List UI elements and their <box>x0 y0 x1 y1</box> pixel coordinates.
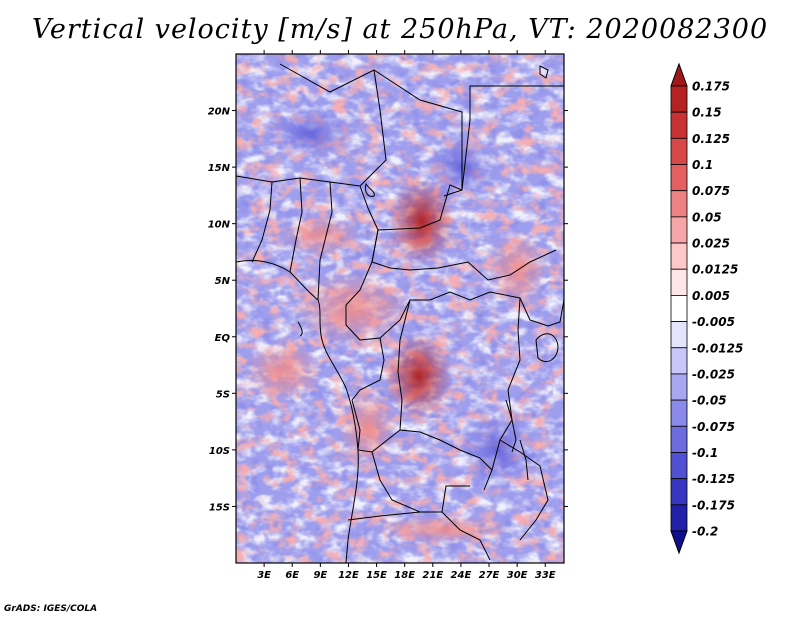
colorbar-bin <box>670 452 688 480</box>
border-chad-sudan <box>377 85 564 231</box>
field-blob-6 <box>280 214 361 255</box>
x-tick-label: 27E <box>479 570 500 581</box>
colorbar-bin <box>670 295 688 322</box>
colorbar-label: -0.005 <box>692 315 735 329</box>
x-tick-label: 18E <box>394 570 415 581</box>
x-tick-label: 15E <box>366 570 387 581</box>
lake-chad <box>365 182 375 197</box>
west-coastline <box>236 259 359 563</box>
lake-tanganyika <box>505 399 517 453</box>
y-tick-label: 20N <box>208 107 231 118</box>
grads-credit: GrADS: IGES/COLA <box>4 604 98 614</box>
field-blob-4 <box>337 387 398 468</box>
colorbar-bin <box>670 504 688 532</box>
colorbar-bin <box>670 347 688 375</box>
feature-2 <box>293 270 414 347</box>
y-tick-label: EQ <box>215 333 231 344</box>
border-angola-north <box>351 399 401 453</box>
colorbar-label: -0.025 <box>692 367 735 381</box>
border-car <box>371 229 557 281</box>
feature-1 <box>387 177 456 266</box>
border-congo-drc <box>351 337 385 401</box>
colorbar-bin <box>670 216 688 244</box>
colorbar: 0.175 0.15 0.125 0.1 0.075 0.05 0.025 0.0125 0.0… <box>670 62 743 555</box>
colorbar-label: -0.125 <box>692 472 735 486</box>
map-boundaries <box>236 63 564 563</box>
x-tick-label: 33E <box>535 570 556 581</box>
colorbar-bin <box>670 85 688 113</box>
plot-frame <box>235 53 565 564</box>
y-tick-label: 15N <box>208 163 231 174</box>
x-tick-label: 12E <box>338 570 359 581</box>
field-blob-2 <box>487 228 548 309</box>
border-niger-libya <box>279 63 387 187</box>
colorbar-bin <box>670 478 688 506</box>
chart-title: Vertical velocity [m/s] at 250hPa, VT: 2… <box>31 14 769 45</box>
border-uganda <box>529 299 564 327</box>
colorbar-bin <box>670 268 688 296</box>
gabon-coast-detail <box>297 321 303 337</box>
border-angola-namibia <box>347 511 421 521</box>
colorbar-label: -0.0125 <box>692 341 743 355</box>
colorbar-label: 0.175 <box>692 80 730 94</box>
feature-0 <box>384 332 453 421</box>
field-blob-7 <box>458 409 539 490</box>
border-west-2 <box>289 177 303 273</box>
border-libya-sudan <box>373 69 463 197</box>
border-congo-car <box>345 291 531 341</box>
colorbar-label: 0.025 <box>692 237 730 251</box>
colorbar-arrow-bottom <box>670 530 688 555</box>
colorbar-label: -0.075 <box>692 420 735 434</box>
colorbar-bin <box>670 321 688 349</box>
border-drc-west <box>397 299 493 471</box>
colorbar-bin <box>670 137 688 165</box>
colorbar-bin <box>670 190 688 218</box>
border-zambia-south <box>441 511 491 561</box>
colorbar-bin <box>670 373 688 401</box>
colorbar-bin <box>670 164 688 192</box>
colorbar-bin <box>670 425 688 453</box>
field-blob-5 <box>372 515 513 544</box>
colorbar-label: 0.0125 <box>692 263 738 277</box>
colorbar-label: -0.175 <box>692 498 735 512</box>
x-tick-label: 3E <box>257 570 271 581</box>
field-blob-3 <box>242 340 323 401</box>
x-tick-label: 9E <box>313 570 327 581</box>
lake-victoria <box>535 333 559 362</box>
y-tick-label: 15S <box>209 502 230 513</box>
field-features <box>242 109 548 544</box>
colorbar-label: 0.075 <box>692 184 730 198</box>
map-axes: 3E 6E 9E 12E 15E 18E 21E 24E 27E 30E 33E 20N 15N 10N 5… <box>208 50 568 581</box>
x-tick-label: 6E <box>285 570 299 581</box>
colorbar-label: 0.05 <box>692 210 722 224</box>
colorbar-label: 0.005 <box>692 289 730 303</box>
border-mozambique <box>499 439 549 541</box>
colorbar-label: 0.15 <box>692 106 722 120</box>
nile-delta <box>539 65 549 79</box>
field-blob-1 <box>420 137 501 198</box>
colorbar-label: -0.1 <box>692 446 718 460</box>
x-tick-label: 30E <box>507 570 528 581</box>
colorbar-bin <box>670 399 688 427</box>
colorbar-label: -0.2 <box>692 525 718 539</box>
colorbar-label: 0.125 <box>692 132 730 146</box>
y-tick-label: 10N <box>208 220 231 231</box>
x-tick-label: 24E <box>451 570 472 581</box>
border-west-3 <box>317 181 333 301</box>
colorbar-arrow-top <box>670 62 688 87</box>
border-west-1 <box>251 181 273 263</box>
colorbar-label: 0.1 <box>692 158 713 172</box>
colorbar-bin <box>670 111 688 139</box>
lake-malawi <box>519 439 529 481</box>
colorbar-bin <box>670 242 688 270</box>
x-tick-label: 21E <box>422 570 443 581</box>
field-blob-0 <box>260 109 361 158</box>
border-drc-east <box>483 297 521 491</box>
velocity-field <box>236 54 564 563</box>
y-tick-label: 5N <box>215 276 231 287</box>
colorbar-label: -0.05 <box>692 394 727 408</box>
y-tick-label: 10S <box>209 446 230 457</box>
y-tick-label: 5S <box>216 389 230 400</box>
